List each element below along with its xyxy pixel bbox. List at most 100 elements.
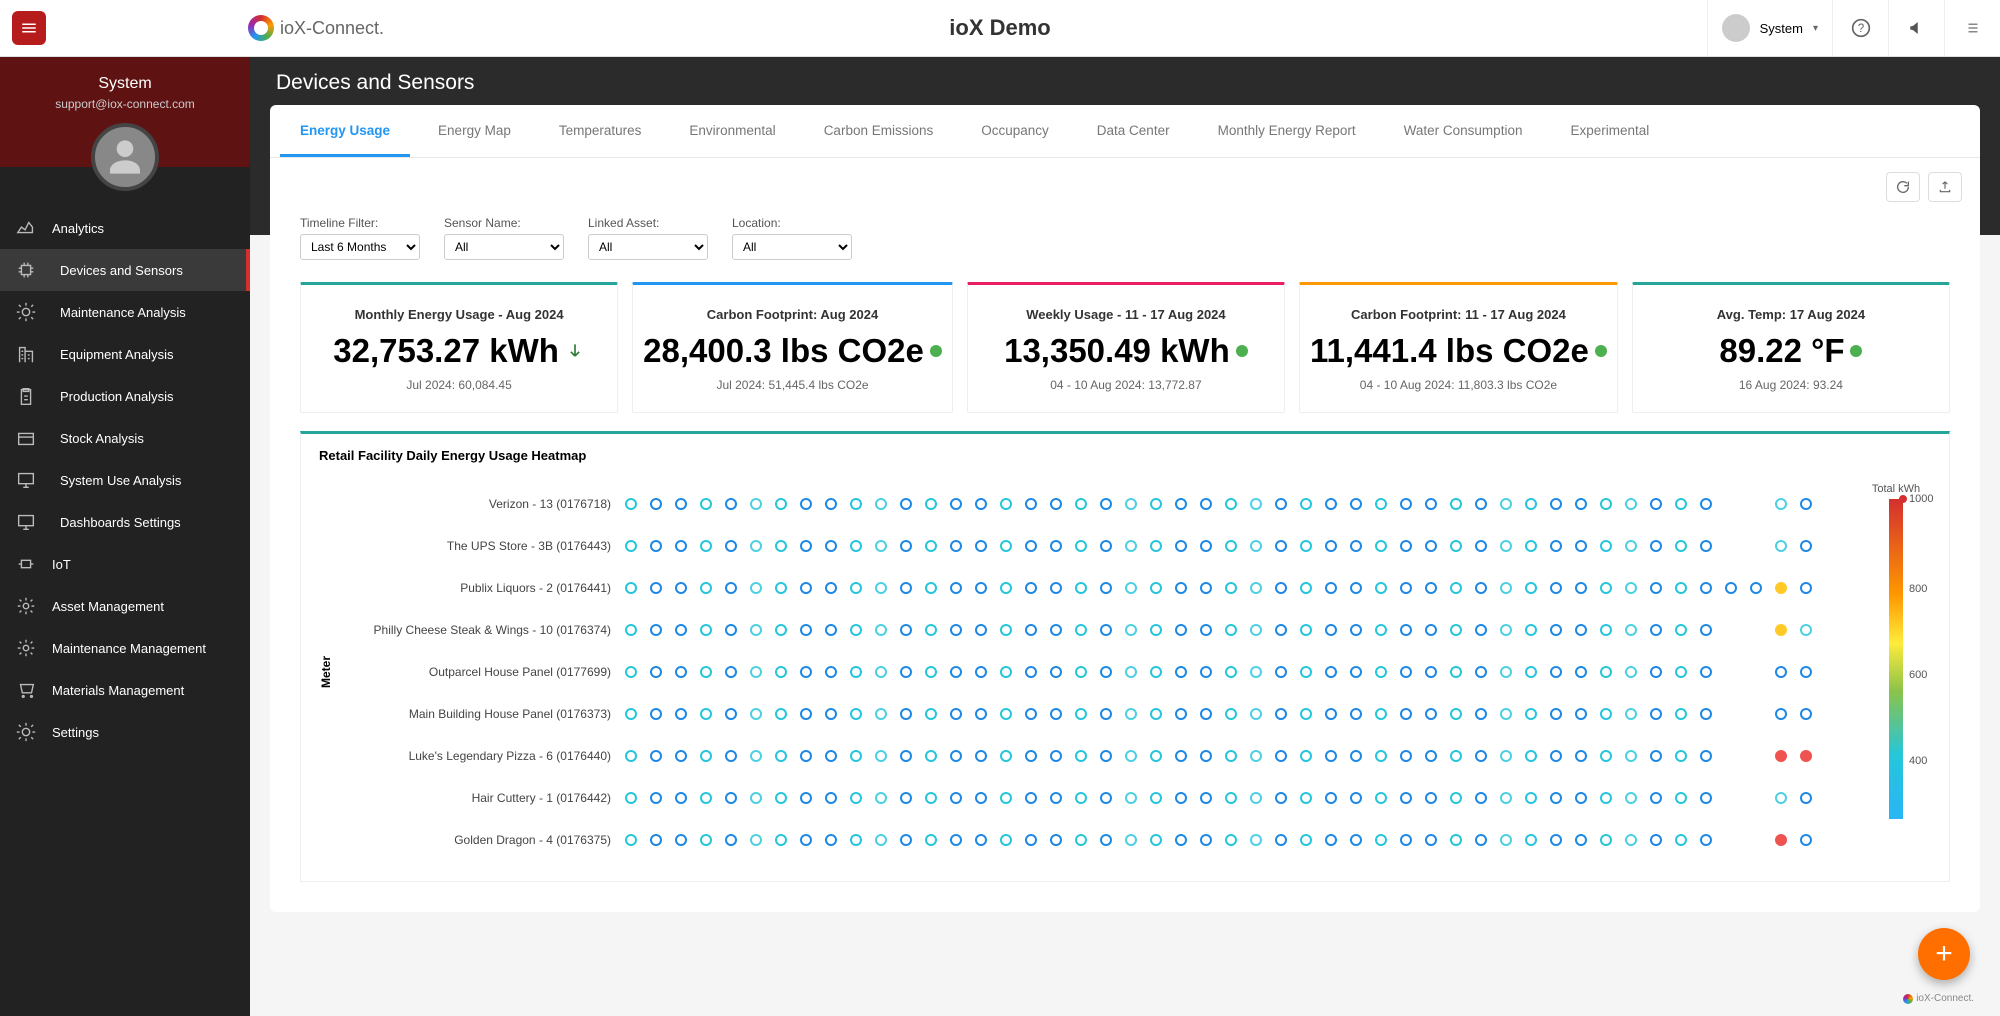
heatmap-cell[interactable] [950, 624, 962, 636]
heatmap-cell[interactable] [1200, 708, 1212, 720]
heatmap-cell[interactable] [1475, 624, 1487, 636]
heatmap-cell[interactable] [1325, 540, 1337, 552]
heatmap-cell[interactable] [1400, 624, 1412, 636]
heatmap-cell[interactable] [1400, 540, 1412, 552]
heatmap-cell[interactable] [950, 750, 962, 762]
heatmap-cell[interactable] [825, 540, 837, 552]
heatmap-cell[interactable] [1500, 666, 1512, 678]
heatmap-cell[interactable] [900, 540, 912, 552]
heatmap-cell[interactable] [1425, 582, 1437, 594]
heatmap-cell[interactable] [875, 540, 887, 552]
heatmap-cell[interactable] [825, 792, 837, 804]
heatmap-cell[interactable] [1675, 624, 1687, 636]
heatmap-cell[interactable] [1000, 624, 1012, 636]
heatmap-cell[interactable] [1350, 792, 1362, 804]
heatmap-cell[interactable] [1175, 834, 1187, 846]
heatmap-cell[interactable] [1575, 540, 1587, 552]
heatmap-cell[interactable] [1700, 834, 1712, 846]
heatmap-cell[interactable] [800, 792, 812, 804]
heatmap-cell[interactable] [625, 540, 637, 552]
heatmap-cell[interactable] [1575, 750, 1587, 762]
heatmap-cell[interactable] [1625, 792, 1637, 804]
heatmap-cell[interactable] [1350, 540, 1362, 552]
heatmap-cell[interactable] [1225, 834, 1237, 846]
heatmap-cell[interactable] [675, 582, 687, 594]
heatmap-cell[interactable] [675, 498, 687, 510]
heatmap-cell[interactable] [950, 582, 962, 594]
heatmap-cell[interactable] [900, 582, 912, 594]
heatmap-cell[interactable] [1250, 540, 1262, 552]
sidebar-item-materials-management[interactable]: Materials Management [0, 669, 250, 711]
heatmap-cell[interactable] [1800, 540, 1812, 552]
heatmap-cell[interactable] [875, 624, 887, 636]
heatmap-cell[interactable] [1775, 792, 1787, 804]
heatmap-cell[interactable] [725, 834, 737, 846]
sidebar-item-devices-and-sensors[interactable]: Devices and Sensors [0, 249, 250, 291]
heatmap-cell[interactable] [1450, 708, 1462, 720]
heatmap-cell[interactable] [1325, 750, 1337, 762]
heatmap-cell[interactable] [950, 792, 962, 804]
heatmap-cell[interactable] [1250, 708, 1262, 720]
heatmap-cell[interactable] [650, 792, 662, 804]
heatmap-cell[interactable] [950, 540, 962, 552]
heatmap-cell[interactable] [1050, 540, 1062, 552]
heatmap-cell[interactable] [975, 582, 987, 594]
tab-water-consumption[interactable]: Water Consumption [1384, 105, 1543, 157]
heatmap-cell[interactable] [1300, 498, 1312, 510]
heatmap-cell[interactable] [1125, 708, 1137, 720]
heatmap-cell[interactable] [975, 750, 987, 762]
heatmap-cell[interactable] [1525, 498, 1537, 510]
heatmap-cell[interactable] [1800, 834, 1812, 846]
heatmap-cell[interactable] [1325, 666, 1337, 678]
heatmap-cell[interactable] [1100, 540, 1112, 552]
heatmap-cell[interactable] [1325, 582, 1337, 594]
heatmap-cell[interactable] [850, 540, 862, 552]
heatmap-cell[interactable] [1775, 750, 1787, 762]
heatmap-cell[interactable] [850, 624, 862, 636]
heatmap-cell[interactable] [775, 792, 787, 804]
heatmap-cell[interactable] [1075, 708, 1087, 720]
heatmap-cell[interactable] [775, 708, 787, 720]
heatmap-cell[interactable] [1525, 708, 1537, 720]
heatmap-cell[interactable] [1150, 498, 1162, 510]
heatmap-cell[interactable] [1775, 582, 1787, 594]
heatmap-cell[interactable] [925, 624, 937, 636]
heatmap-cell[interactable] [1575, 708, 1587, 720]
heatmap-cell[interactable] [775, 540, 787, 552]
heatmap-cell[interactable] [1100, 498, 1112, 510]
heatmap-cell[interactable] [1325, 498, 1337, 510]
heatmap-cell[interactable] [1100, 708, 1112, 720]
heatmap-cell[interactable] [1325, 624, 1337, 636]
sidebar-item-dashboards-settings[interactable]: Dashboards Settings [0, 501, 250, 543]
sidebar-item-maintenance-analysis[interactable]: Maintenance Analysis [0, 291, 250, 333]
heatmap-cell[interactable] [1700, 666, 1712, 678]
heatmap-cell[interactable] [1450, 666, 1462, 678]
heatmap-cell[interactable] [1450, 498, 1462, 510]
heatmap-cell[interactable] [1550, 834, 1562, 846]
heatmap-cell[interactable] [1425, 708, 1437, 720]
tab-experimental[interactable]: Experimental [1550, 105, 1669, 157]
heatmap-cell[interactable] [925, 834, 937, 846]
heatmap-cell[interactable] [1400, 792, 1412, 804]
heatmap-cell[interactable] [900, 834, 912, 846]
heatmap-cell[interactable] [1275, 540, 1287, 552]
sidebar-avatar[interactable] [91, 123, 159, 191]
heatmap-cell[interactable] [1025, 540, 1037, 552]
heatmap-cell[interactable] [625, 750, 637, 762]
heatmap-cell[interactable] [875, 792, 887, 804]
heatmap-cell[interactable] [725, 540, 737, 552]
heatmap-cell[interactable] [1125, 624, 1137, 636]
heatmap-cell[interactable] [675, 750, 687, 762]
heatmap-cell[interactable] [1025, 708, 1037, 720]
heatmap-cell[interactable] [1275, 792, 1287, 804]
heatmap-cell[interactable] [675, 834, 687, 846]
heatmap-cell[interactable] [975, 666, 987, 678]
heatmap-cell[interactable] [1275, 666, 1287, 678]
heatmap-cell[interactable] [1175, 540, 1187, 552]
heatmap-cell[interactable] [800, 666, 812, 678]
heatmap-cell[interactable] [775, 750, 787, 762]
heatmap-cell[interactable] [1575, 666, 1587, 678]
heatmap-cell[interactable] [1475, 498, 1487, 510]
heatmap-cell[interactable] [1625, 624, 1637, 636]
heatmap-cell[interactable] [1100, 582, 1112, 594]
